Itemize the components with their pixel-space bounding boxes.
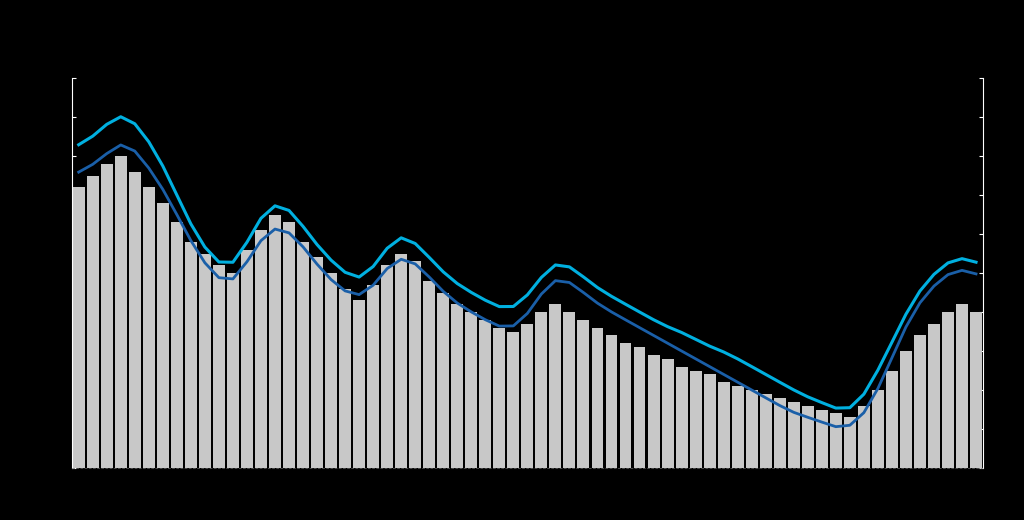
Bar [100,164,113,468]
Bar [886,370,898,468]
Bar [325,273,337,468]
Bar [129,172,140,468]
Bar [676,367,687,468]
Bar [494,328,505,468]
Bar [871,390,884,468]
Bar [718,382,730,468]
Bar [928,323,940,468]
Bar [521,323,534,468]
Bar [142,187,155,468]
Bar [844,417,856,468]
Bar [311,257,323,468]
Bar [732,386,743,468]
Bar [787,401,800,468]
Bar [410,261,421,468]
Bar [605,335,617,468]
Bar [213,265,225,468]
Legend: , , : , , [510,0,545,2]
Bar [578,320,590,468]
Bar [634,347,645,468]
Bar [914,335,926,468]
Bar [536,312,548,468]
Bar [255,230,267,468]
Bar [241,250,253,468]
Bar [858,406,869,468]
Bar [620,343,632,468]
Bar [970,312,982,468]
Bar [297,242,309,468]
Bar [381,265,393,468]
Bar [689,370,701,468]
Bar [87,175,98,468]
Bar [339,289,351,468]
Bar [479,320,492,468]
Bar [829,413,842,468]
Bar [956,304,968,468]
Bar [199,253,211,468]
Bar [465,312,477,468]
Bar [900,351,912,468]
Bar [774,398,785,468]
Bar [395,253,408,468]
Bar [185,242,197,468]
Bar [73,187,85,468]
Bar [507,332,519,468]
Bar [227,273,239,468]
Bar [353,301,366,468]
Bar [703,374,716,468]
Bar [171,223,183,468]
Bar [368,284,379,468]
Bar [647,355,659,468]
Bar [423,281,435,468]
Bar [115,156,127,468]
Bar [269,214,281,468]
Bar [437,292,450,468]
Bar [283,223,295,468]
Bar [662,359,674,468]
Bar [745,390,758,468]
Bar [452,304,463,468]
Bar [942,312,954,468]
Bar [563,312,575,468]
Bar [760,394,772,468]
Bar [816,410,827,468]
Bar [550,304,561,468]
Bar [802,406,814,468]
Bar [157,203,169,468]
Bar [592,328,603,468]
